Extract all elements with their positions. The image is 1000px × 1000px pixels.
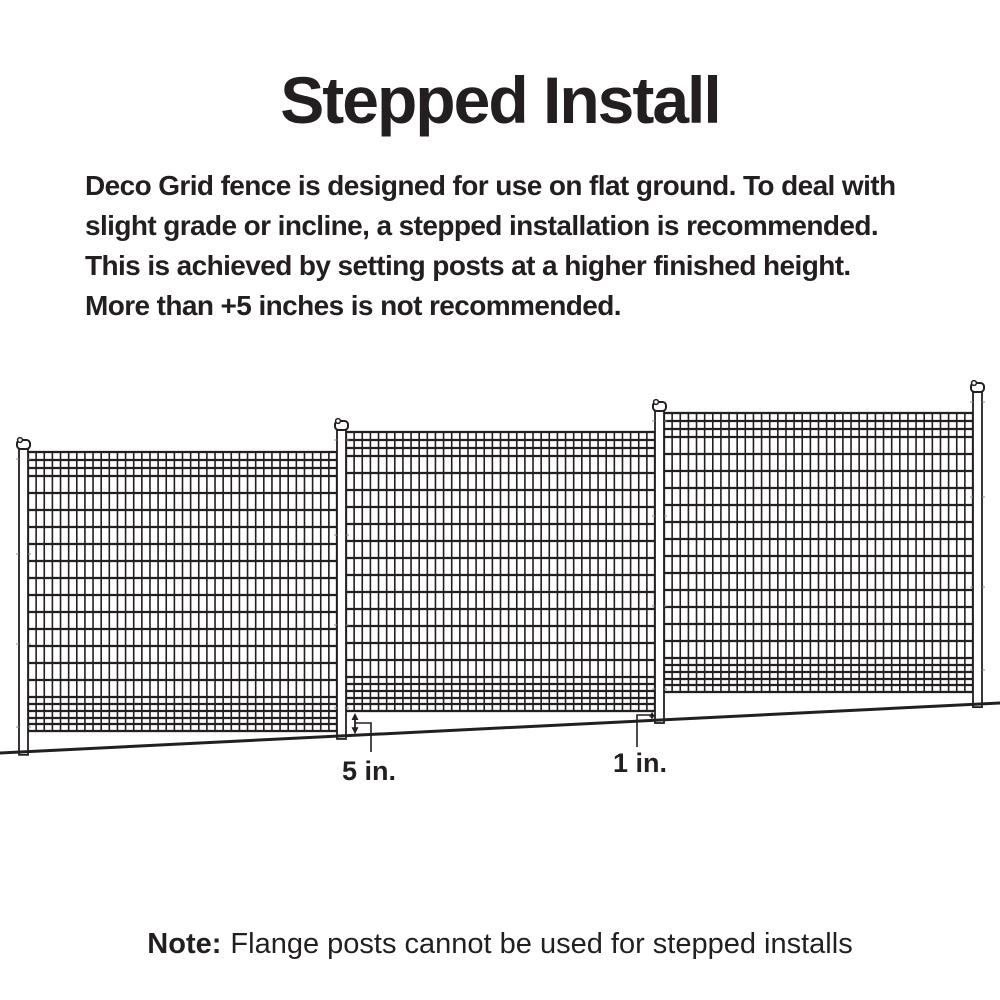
min-gap-callout: 1 in. [613, 714, 667, 778]
min-gap-leader-line [636, 714, 652, 747]
description-paragraph: Deco Grid fence is designed for use on f… [85, 166, 945, 326]
fence-drawing [0, 379, 1000, 756]
step-height-label: 5 in. [342, 756, 396, 786]
description-line-3: This is achieved by setting posts at a h… [85, 250, 851, 281]
fence-panel-1 [26, 450, 339, 733]
fence-post-3 [652, 398, 667, 724]
fence-post-2 [334, 417, 349, 740]
note-text: Flange posts cannot be used for stepped … [230, 928, 853, 960]
ground-line [0, 701, 1000, 755]
description-line-1: Deco Grid fence is designed for use on f… [85, 170, 896, 201]
note-prefix: Note: [147, 928, 222, 960]
note: Note: Flange posts cannot be used for ste… [0, 928, 1000, 961]
fence-post-1 [16, 436, 31, 756]
step-height-leader-line [355, 722, 372, 752]
fence-panel-2 [344, 430, 657, 713]
step-height-callout: 5 in. [342, 722, 396, 786]
fence-panel-3 [662, 411, 975, 694]
fence-post-4 [970, 379, 985, 709]
min-gap-label: 1 in. [613, 748, 667, 778]
description-line-4: More than +5 inches is not recommended. [85, 290, 622, 321]
description-line-2: slight grade or incline, a stepped insta… [85, 210, 879, 241]
page-title: Stepped Install [280, 63, 721, 137]
